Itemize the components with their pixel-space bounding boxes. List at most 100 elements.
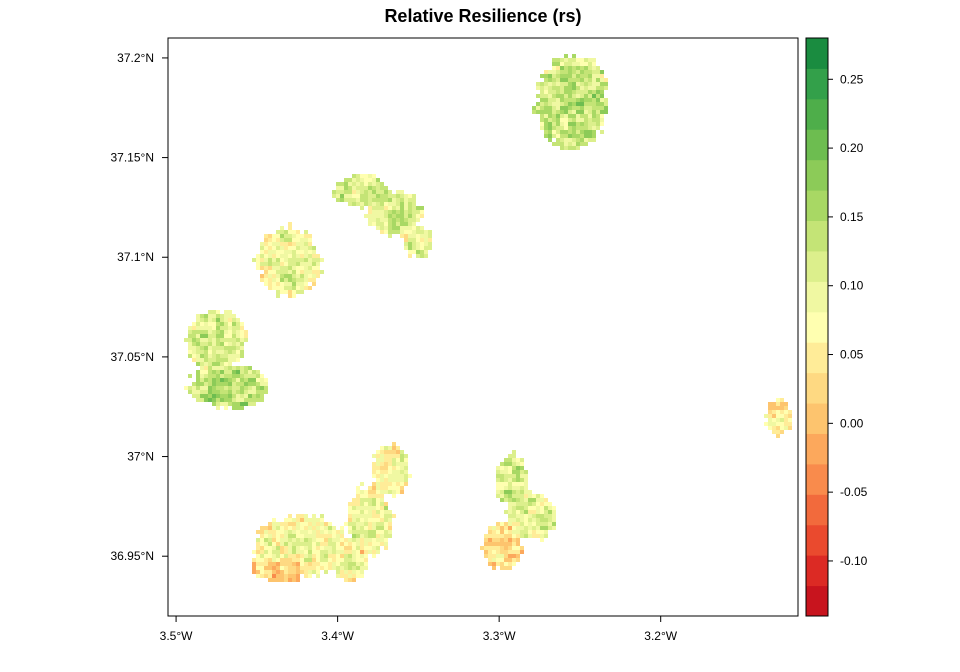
raster-cell	[332, 550, 336, 554]
raster-cell	[188, 386, 192, 390]
raster-cell	[368, 542, 372, 546]
raster-cell	[196, 326, 200, 330]
raster-cell	[572, 118, 576, 122]
raster-cell	[312, 538, 316, 542]
raster-cell	[260, 534, 264, 538]
raster-cell	[260, 574, 264, 578]
raster-cell	[380, 206, 384, 210]
raster-cell	[336, 534, 340, 538]
raster-cell	[216, 406, 220, 410]
raster-cell	[548, 94, 552, 98]
raster-cell	[284, 538, 288, 542]
raster-cell	[604, 98, 608, 102]
raster-cell	[572, 54, 576, 58]
raster-cell	[360, 174, 364, 178]
raster-cell	[280, 238, 284, 242]
raster-cell	[292, 534, 296, 538]
raster-cell	[392, 466, 396, 470]
raster-cell	[572, 122, 576, 126]
raster-cell	[192, 338, 196, 342]
raster-cell	[388, 458, 392, 462]
raster-cell	[200, 330, 204, 334]
raster-cell	[384, 474, 388, 478]
raster-cell	[208, 318, 212, 322]
raster-cell	[228, 354, 232, 358]
raster-cell	[244, 366, 248, 370]
raster-cell	[516, 542, 520, 546]
raster-cell	[508, 562, 512, 566]
raster-cell	[200, 382, 204, 386]
raster-cell	[580, 134, 584, 138]
raster-cell	[356, 178, 360, 182]
raster-cell	[268, 570, 272, 574]
raster-cell	[192, 390, 196, 394]
raster-cell	[568, 134, 572, 138]
raster-cell	[340, 526, 344, 530]
raster-cell	[288, 566, 292, 570]
raster-cell	[400, 198, 404, 202]
raster-cell	[304, 574, 308, 578]
raster-cell	[308, 574, 312, 578]
raster-cell	[360, 202, 364, 206]
raster-cell	[212, 346, 216, 350]
raster-cell	[420, 234, 424, 238]
raster-cell	[208, 338, 212, 342]
legend-swatch	[806, 524, 828, 556]
raster-cell	[212, 326, 216, 330]
raster-cell	[308, 266, 312, 270]
raster-cell	[540, 94, 544, 98]
raster-cell	[544, 70, 548, 74]
raster-cell	[196, 318, 200, 322]
raster-cell	[348, 178, 352, 182]
raster-cell	[272, 266, 276, 270]
raster-cell	[544, 118, 548, 122]
raster-cell	[216, 366, 220, 370]
raster-cell	[524, 522, 528, 526]
raster-cell	[288, 262, 292, 266]
raster-cell	[768, 406, 772, 410]
raster-cell	[308, 566, 312, 570]
raster-cell	[344, 198, 348, 202]
raster-cell	[384, 186, 388, 190]
raster-cell	[380, 510, 384, 514]
raster-cell	[548, 74, 552, 78]
raster-cell	[396, 194, 400, 198]
raster-cell	[564, 90, 568, 94]
raster-cell	[208, 358, 212, 362]
raster-cell	[384, 450, 388, 454]
raster-cell	[356, 186, 360, 190]
raster-cell	[568, 78, 572, 82]
raster-cell	[372, 210, 376, 214]
raster-cell	[324, 522, 328, 526]
raster-cell	[288, 230, 292, 234]
raster-cell	[376, 218, 380, 222]
raster-cell	[580, 66, 584, 70]
raster-cell	[528, 518, 532, 522]
raster-cell	[396, 486, 400, 490]
raster-cell	[196, 382, 200, 386]
raster-cell	[484, 542, 488, 546]
raster-cell	[276, 246, 280, 250]
raster-cell	[228, 338, 232, 342]
raster-cell	[396, 190, 400, 194]
raster-cell	[304, 514, 308, 518]
raster-cell	[504, 542, 508, 546]
legend-swatch	[806, 68, 828, 100]
raster-cell	[388, 206, 392, 210]
raster-cell	[424, 230, 428, 234]
raster-cell	[220, 338, 224, 342]
raster-cell	[220, 398, 224, 402]
raster-cell	[368, 530, 372, 534]
raster-cell	[340, 574, 344, 578]
raster-cell	[304, 234, 308, 238]
raster-cell	[240, 334, 244, 338]
raster-cell	[264, 258, 268, 262]
raster-cell	[364, 214, 368, 218]
raster-cell	[296, 246, 300, 250]
raster-cell	[568, 106, 572, 110]
raster-cell	[364, 558, 368, 562]
raster-cell	[224, 406, 228, 410]
raster-cell	[512, 534, 516, 538]
raster-cell	[392, 210, 396, 214]
raster-cell	[556, 74, 560, 78]
